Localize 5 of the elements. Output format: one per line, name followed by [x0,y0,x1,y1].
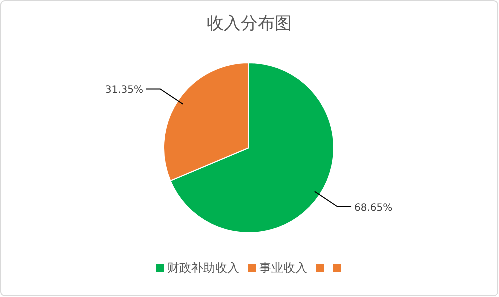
chart-title: 收入分布图 [207,14,292,34]
data-label: 31.35% [105,85,144,96]
legend-label: 事业收入 [260,261,308,275]
data-label: 68.65% [354,202,393,214]
legend-label: 财政补助收入 [168,261,240,275]
